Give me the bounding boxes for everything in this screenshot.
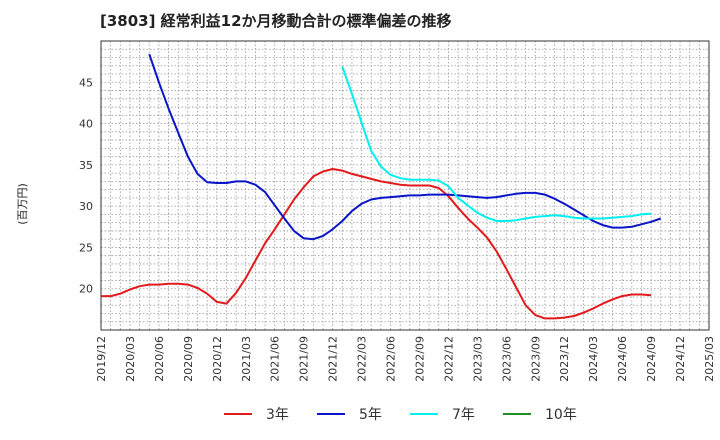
y-tick-label: 30 — [79, 200, 93, 213]
series-line-3年 — [101, 168, 652, 320]
x-tick-label: 2021/09 — [298, 336, 311, 382]
series-line-7年 — [341, 66, 652, 222]
y-tick-label: 40 — [79, 118, 93, 131]
legend-label-10年: 10年 — [545, 407, 577, 423]
x-tick-label: 2020/03 — [124, 336, 137, 382]
x-tick-label: 2023/06 — [500, 336, 513, 382]
y-tick-label: 45 — [79, 76, 93, 89]
plot-border — [100, 40, 710, 331]
x-tick-label: 2023/12 — [558, 336, 571, 382]
x-tick-label: 2020/09 — [182, 336, 195, 382]
x-tick-label: 2019/12 — [95, 336, 108, 382]
series-line-5年 — [148, 53, 662, 241]
legend-label-5年: 5年 — [359, 407, 382, 423]
x-tick-label: 2024/06 — [616, 336, 629, 382]
x-tick-label: 2022/06 — [385, 336, 398, 382]
x-tick-label: 2021/06 — [269, 336, 282, 382]
legend-label-7年: 7年 — [452, 407, 475, 423]
x-tick-label: 2021/12 — [327, 336, 340, 382]
x-tick-label: 2024/09 — [645, 336, 658, 382]
y-tick-label: 25 — [79, 241, 93, 254]
y-tick-label: 35 — [79, 159, 93, 172]
x-tick-label: 2024/03 — [587, 336, 600, 382]
y-tick-label: 20 — [79, 283, 93, 296]
x-tick-label: 2023/09 — [529, 336, 542, 382]
x-tick-label: 2022/12 — [442, 336, 455, 382]
x-tick-label: 2024/12 — [674, 336, 687, 382]
x-tick-label: 2022/09 — [413, 336, 426, 382]
x-tick-label: 2021/03 — [240, 336, 253, 382]
x-tick-label: 2022/03 — [356, 336, 369, 382]
x-tick-label: 2020/12 — [211, 336, 224, 382]
x-tick-label: 2025/03 — [703, 336, 716, 382]
x-tick-label: 2020/06 — [153, 336, 166, 382]
x-tick-label: 2023/03 — [471, 336, 484, 382]
chart-title: [3803] 経常利益12か月移動合計の標準偏差の推移 — [100, 12, 452, 30]
legend-label-3年: 3年 — [266, 407, 289, 423]
